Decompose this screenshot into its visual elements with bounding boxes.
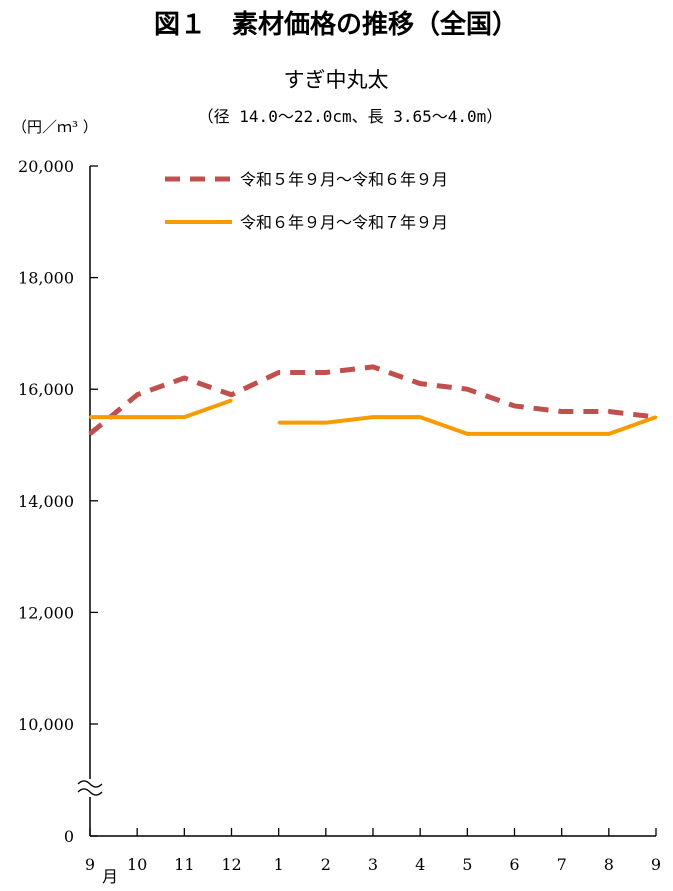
legend-item-prev: 令和５年９月～令和６年９月: [165, 170, 448, 189]
y-ticks: 0 10,000 12,000 14,000 16,000 18,000 20,000: [18, 157, 98, 846]
x-tick-label: 9: [85, 855, 95, 874]
y-tick-label: 18,000: [18, 269, 74, 288]
axis-break-mark: [77, 779, 103, 797]
y-tick-label: 10,000: [18, 715, 74, 734]
data-point-prev: [230, 393, 233, 396]
axis-break-gap: [82, 779, 98, 797]
legend-item-curr: 令和６年９月～令和７年９月: [165, 213, 448, 232]
axes: [77, 166, 656, 837]
figure-title: 図１ 素材価格の推移（全国）: [154, 9, 518, 40]
x-tick-label: 12: [221, 855, 241, 874]
data-point-curr: [607, 432, 611, 436]
data-point-curr: [88, 415, 92, 419]
data-point-prev: [607, 410, 611, 413]
series-line-prev: [88, 364, 657, 436]
data-point-prev: [418, 382, 422, 385]
data-point-prev: [324, 371, 328, 374]
x-tick-label: 2: [321, 855, 331, 874]
y-tick-label: 12,000: [18, 603, 74, 622]
chart-title: すぎ中丸太: [284, 68, 389, 92]
legend-label-curr: 令和６年９月～令和７年９月: [240, 213, 448, 232]
y-tick-label: 0: [64, 827, 74, 846]
x-tick-label: 1: [274, 855, 284, 874]
axis-break-wave: [77, 788, 103, 796]
data-point-prev: [466, 388, 469, 391]
y-tick-label: 16,000: [18, 380, 74, 399]
chart-subtitle: （径 14.0～22.0cm、長 3.65～4.0m）: [198, 107, 503, 126]
data-point-prev: [135, 393, 139, 396]
data-point-prev: [371, 365, 375, 369]
data-point-curr: [277, 421, 280, 424]
data-point-prev: [513, 404, 516, 408]
data-point-prev: [560, 410, 563, 413]
x-ticks: 9 10 11 12 1 2 3 4 5 6 7 8 9月: [85, 828, 661, 886]
x-tick-label: 5: [462, 855, 472, 874]
data-point-curr: [135, 415, 139, 419]
data-point-prev: [88, 432, 92, 436]
series-layer: [88, 364, 658, 436]
data-point-curr: [513, 432, 516, 436]
data-point-curr: [230, 399, 233, 402]
x-tick-label: 3: [368, 855, 378, 874]
series-line-curr: [278, 415, 657, 436]
y-tick-label: 14,000: [18, 492, 74, 511]
data-point-curr: [560, 432, 563, 436]
data-point-prev: [183, 376, 186, 380]
data-point-curr: [418, 415, 422, 419]
x-tick-label: 4: [415, 855, 425, 874]
x-month-unit-label: 月: [102, 867, 118, 886]
data-point-curr: [371, 415, 375, 419]
y-tick-label: 20,000: [18, 157, 74, 176]
x-tick-label: 8: [604, 855, 614, 874]
data-point-prev: [277, 371, 280, 374]
y-axis-unit-label: （円／ｍ³ ）: [12, 118, 98, 136]
data-point-curr: [183, 415, 186, 419]
x-tick-label: 10: [127, 855, 147, 874]
x-tick-label: 7: [557, 855, 567, 874]
data-point-curr: [654, 415, 658, 419]
data-point-curr: [466, 432, 469, 436]
legend-label-prev: 令和５年９月～令和６年９月: [240, 170, 448, 189]
x-tick-label: 11: [174, 855, 194, 874]
legend: 令和５年９月～令和６年９月 令和６年９月～令和７年９月: [165, 170, 448, 232]
data-point-curr: [324, 421, 328, 424]
series-line-curr: [90, 398, 233, 420]
x-tick-label: 9: [651, 855, 661, 874]
axis-break-wave: [77, 780, 103, 788]
x-tick-label: 6: [509, 855, 519, 874]
